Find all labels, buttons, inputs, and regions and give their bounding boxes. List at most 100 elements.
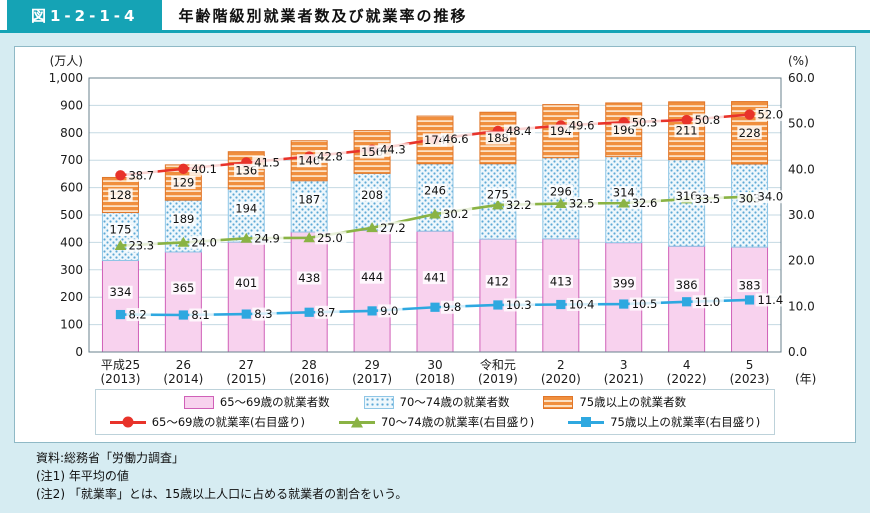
svg-text:316: 316 — [676, 189, 698, 203]
svg-text:30.2: 30.2 — [443, 207, 469, 221]
svg-text:412: 412 — [487, 275, 509, 289]
svg-text:129: 129 — [172, 176, 194, 190]
svg-text:33.5: 33.5 — [695, 192, 721, 206]
svg-text:399: 399 — [613, 276, 635, 290]
svg-text:48.4: 48.4 — [506, 124, 532, 138]
svg-text:44.3: 44.3 — [380, 143, 406, 157]
svg-text:8.1: 8.1 — [191, 308, 209, 322]
svg-text:29: 29 — [364, 358, 379, 372]
svg-text:10.5: 10.5 — [632, 297, 658, 311]
svg-text:401: 401 — [235, 276, 257, 290]
svg-text:8.7: 8.7 — [317, 305, 335, 319]
svg-text:314: 314 — [613, 186, 635, 200]
svg-text:2: 2 — [557, 358, 565, 372]
legend-swatch-65-69-icon — [183, 395, 214, 409]
svg-text:(2023): (2023) — [730, 372, 770, 386]
svg-text:(2018): (2018) — [415, 372, 455, 386]
legend-line-square-icon — [568, 415, 605, 429]
svg-text:194: 194 — [550, 124, 572, 138]
svg-text:4: 4 — [683, 358, 691, 372]
svg-text:10.4: 10.4 — [569, 298, 595, 312]
svg-text:334: 334 — [109, 285, 131, 299]
svg-text:700: 700 — [60, 153, 83, 167]
note-1: (注1) 年平均の値 — [36, 469, 129, 483]
svg-text:(2016): (2016) — [289, 372, 329, 386]
svg-text:(2022): (2022) — [667, 372, 707, 386]
svg-text:38.7: 38.7 — [128, 168, 154, 182]
svg-text:24.0: 24.0 — [191, 235, 217, 249]
legend-swatch-75plus-icon — [543, 395, 574, 409]
svg-text:386: 386 — [676, 278, 698, 292]
svg-text:600: 600 — [60, 181, 83, 195]
legend-item-bar-75plus: 75歳以上の就業者数 — [543, 394, 686, 410]
svg-text:383: 383 — [739, 279, 761, 293]
svg-text:208: 208 — [361, 188, 383, 202]
svg-text:200: 200 — [60, 290, 83, 304]
svg-text:26: 26 — [176, 358, 191, 372]
svg-text:50.8: 50.8 — [695, 113, 721, 127]
svg-text:34.0: 34.0 — [758, 190, 784, 204]
legend-item-line-70-74: 70〜74歳の就業率(右目盛り) — [338, 414, 534, 430]
svg-text:11.4: 11.4 — [758, 293, 784, 307]
svg-text:900: 900 — [60, 98, 83, 112]
svg-text:平成25: 平成25 — [101, 358, 140, 372]
svg-text:30.0: 30.0 — [788, 208, 815, 222]
svg-text:(2014): (2014) — [163, 372, 203, 386]
svg-text:49.6: 49.6 — [569, 118, 595, 132]
svg-text:(2013): (2013) — [101, 372, 141, 386]
svg-text:(2019): (2019) — [478, 372, 518, 386]
svg-text:10.0: 10.0 — [788, 299, 815, 313]
svg-text:(2017): (2017) — [352, 372, 392, 386]
svg-text:128: 128 — [109, 188, 131, 202]
svg-text:(2021): (2021) — [604, 372, 644, 386]
legend-item-bar-65-69: 65〜69歳の就業者数 — [183, 394, 330, 410]
svg-text:800: 800 — [60, 126, 83, 140]
svg-text:28: 28 — [302, 358, 317, 372]
svg-text:9.0: 9.0 — [380, 304, 398, 318]
svg-text:32.6: 32.6 — [632, 196, 658, 210]
svg-text:24.9: 24.9 — [254, 231, 280, 245]
svg-text:9.8: 9.8 — [443, 300, 461, 314]
note-2: (注2) 「就業率」とは、15歳以上人口に占める就業者の割合をいう。 — [36, 487, 408, 501]
svg-text:(2015): (2015) — [226, 372, 266, 386]
svg-text:146: 146 — [298, 154, 320, 168]
svg-text:400: 400 — [60, 235, 83, 249]
svg-text:46.6: 46.6 — [443, 132, 469, 146]
page-header: 図1-2-1-4 年齢階級別就業者数及び就業率の推移 — [0, 0, 870, 33]
svg-text:40.1: 40.1 — [191, 162, 217, 176]
legend-item-bar-70-74: 70〜74歳の就業者数 — [363, 394, 509, 410]
source-note: 資料:総務省「労働力調査」 — [36, 451, 185, 465]
svg-text:(2020): (2020) — [541, 372, 581, 386]
svg-text:40.0: 40.0 — [788, 162, 815, 176]
svg-text:275: 275 — [487, 187, 509, 201]
legend-label-line-75plus: 75歳以上の就業率(右目盛り) — [610, 415, 761, 429]
svg-text:8.3: 8.3 — [254, 307, 272, 321]
svg-text:32.2: 32.2 — [506, 198, 532, 212]
svg-text:413: 413 — [550, 274, 572, 288]
footnotes: 資料:総務省「労働力調査」 (注1) 年平均の値 (注2) 「就業率」とは、15… — [36, 449, 870, 503]
svg-text:(年): (年) — [795, 372, 816, 386]
svg-text:60.0: 60.0 — [788, 71, 815, 85]
chart-legend: 65〜69歳の就業者数 70〜74歳の就業者数 75歳以上の就業者数 65〜69… — [94, 389, 776, 435]
svg-text:27: 27 — [239, 358, 254, 372]
svg-text:187: 187 — [298, 192, 320, 206]
svg-text:32.5: 32.5 — [569, 197, 595, 211]
svg-text:100: 100 — [60, 318, 83, 332]
svg-text:211: 211 — [676, 124, 698, 138]
svg-text:23.3: 23.3 — [128, 239, 154, 253]
svg-text:365: 365 — [172, 281, 194, 295]
figure-number-badge: 図1-2-1-4 — [7, 0, 163, 30]
svg-text:0: 0 — [75, 345, 83, 359]
legend-row-bars: 65〜69歳の就業者数 70〜74歳の就業者数 75歳以上の就業者数 — [110, 394, 761, 410]
legend-label-bar-75plus: 75歳以上の就業者数 — [579, 395, 687, 409]
legend-line-circle-icon — [109, 415, 146, 429]
legend-row-lines: 65〜69歳の就業率(右目盛り) 70〜74歳の就業率(右目盛り) 75歳以上の… — [109, 414, 761, 430]
svg-text:(万人): (万人) — [50, 54, 83, 68]
svg-text:0.0: 0.0 — [788, 345, 807, 359]
svg-text:令和元: 令和元 — [480, 357, 516, 372]
svg-text:438: 438 — [298, 271, 320, 285]
svg-text:194: 194 — [235, 202, 257, 216]
svg-text:296: 296 — [550, 184, 572, 198]
svg-text:189: 189 — [172, 212, 194, 226]
legend-swatch-70-74-icon — [363, 395, 394, 409]
